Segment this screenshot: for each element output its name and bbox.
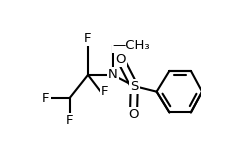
Text: O: O: [128, 108, 139, 121]
Text: F: F: [66, 114, 73, 127]
Text: N: N: [108, 68, 118, 81]
Text: S: S: [130, 80, 139, 93]
Text: —CH₃: —CH₃: [113, 39, 150, 52]
Text: F: F: [84, 32, 92, 45]
Text: F: F: [101, 85, 108, 98]
Text: O: O: [115, 53, 126, 66]
Text: F: F: [42, 92, 50, 104]
